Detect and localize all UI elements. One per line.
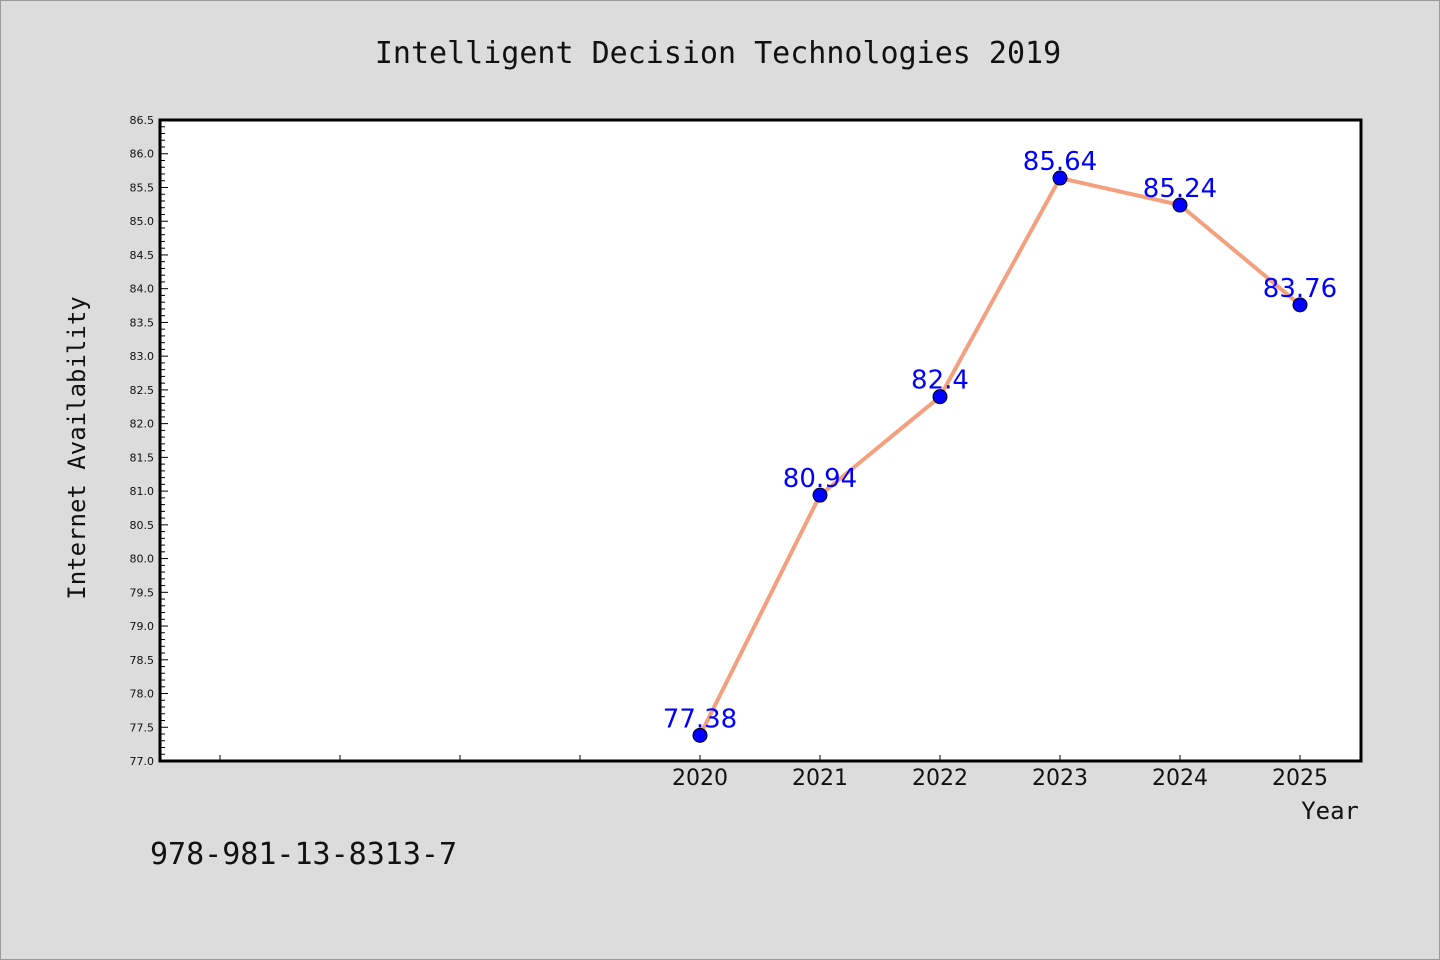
y-tick-label: 81.5	[130, 451, 155, 464]
data-label: 85.64	[1023, 147, 1097, 177]
data-label: 83.76	[1263, 274, 1337, 304]
data-point	[692, 727, 708, 743]
y-tick-label: 86.5	[130, 114, 155, 127]
x-tick-label: 2022	[912, 766, 968, 791]
y-tick-label: 84.0	[130, 283, 155, 296]
x-tick-label: 2025	[1272, 766, 1328, 791]
data-point	[1172, 197, 1188, 213]
y-axis-label: Internet Availability	[63, 296, 91, 599]
data-label: 82.4	[911, 366, 969, 396]
y-tick-label: 82.0	[130, 418, 155, 431]
data-point	[932, 389, 948, 405]
y-tick-label: 79.0	[130, 620, 155, 633]
plot-area	[158, 118, 1363, 763]
y-tick-label: 85.0	[130, 215, 155, 228]
data-label: 85.24	[1143, 174, 1217, 204]
data-point	[1292, 297, 1308, 313]
y-tick-label: 79.5	[130, 586, 155, 599]
y-tick-label: 77.5	[130, 721, 155, 734]
y-tick-label: 80.0	[130, 553, 155, 566]
y-tick-label: 83.5	[130, 316, 155, 329]
x-axis-label: Year	[1301, 797, 1359, 825]
data-label: 80.94	[783, 464, 857, 494]
x-tick-label: 2023	[1032, 766, 1088, 791]
x-tick-label: 2024	[1152, 766, 1208, 791]
chart-title: Intelligent Decision Technologies 2019	[375, 36, 1061, 71]
isbn-footer-text: 978-981-13-8313-7	[150, 837, 457, 872]
y-tick-label: 78.0	[130, 688, 155, 701]
series-layer: 77.38 80.94 82.4 85.64 85.24 83.76	[663, 147, 1337, 743]
y-tick-label: 84.5	[130, 249, 155, 262]
y-tick-label: 77.0	[130, 755, 155, 768]
data-point	[1052, 170, 1068, 186]
x-axis-ticks: 2020 2021 2022 2023 2024 2025	[219, 755, 1328, 791]
y-tick-label: 83.0	[130, 350, 155, 363]
series-line	[698, 176, 1302, 737]
x-tick-label: 2020	[672, 766, 728, 791]
y-tick-label: 81.0	[130, 485, 155, 498]
y-tick-label: 82.5	[130, 384, 155, 397]
x-tick-label: 2021	[792, 766, 848, 791]
data-point	[812, 487, 828, 503]
y-tick-label: 86.0	[130, 148, 155, 161]
y-axis-ticks: 77.0 77.5 78.0 78.5 79.0 79.5 80.0 80.5 81.0 81.5…	[130, 114, 168, 768]
y-tick-label: 78.5	[130, 654, 155, 667]
data-label: 77.38	[663, 704, 737, 734]
y-tick-label: 85.5	[130, 181, 155, 194]
y-tick-label: 80.5	[130, 519, 155, 532]
